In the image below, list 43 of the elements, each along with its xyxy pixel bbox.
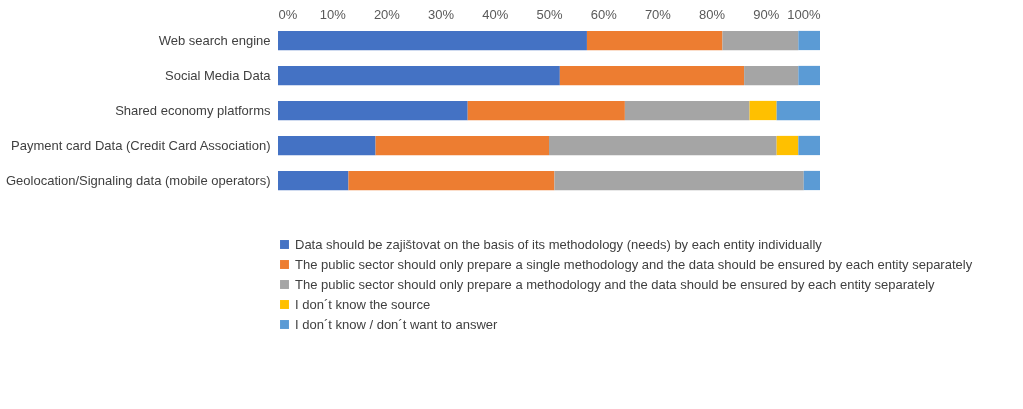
x-tick-label: 80% [699, 6, 726, 22]
bar [278, 135, 376, 156]
bar [776, 135, 799, 156]
bar [776, 100, 820, 121]
bar [278, 30, 587, 51]
bar [749, 100, 777, 121]
legend-label: The public sector should only prepare a single methodology and the data should be ensured by each entity separately [295, 256, 973, 272]
bar [798, 135, 820, 156]
x-tick-label: 50% [536, 6, 563, 22]
bar [803, 170, 820, 191]
bar [624, 100, 750, 121]
legend-label: I don´t know the source [295, 296, 431, 312]
y-tick-label: Geolocation/Signaling data (mobile operators) [6, 172, 271, 188]
bar [278, 65, 560, 86]
bar [375, 135, 549, 156]
bar [798, 65, 820, 86]
x-tick-label: 40% [482, 6, 509, 22]
bar [559, 65, 745, 86]
bar [744, 65, 799, 86]
y-tick-label: Payment card Data (Credit Card Association) [11, 137, 271, 153]
x-tick-label: 30% [428, 6, 455, 22]
x-tick-label: 10% [319, 6, 347, 22]
bar [467, 100, 625, 121]
bar [278, 100, 468, 121]
bar [798, 30, 820, 51]
bar [586, 30, 723, 51]
bar [549, 135, 777, 156]
legend-label: I don´t know / don´t want to answer [295, 316, 498, 332]
legend-label: The public sector should only prepare a methodology and the data should be ensured by each entity separately [295, 276, 936, 292]
x-tick-label: 20% [373, 6, 401, 22]
bar [348, 170, 555, 191]
y-tick-label: Social Media Data [165, 67, 272, 83]
y-tick-label: Web search engine [158, 32, 271, 48]
bar [278, 170, 349, 191]
bar [554, 170, 804, 191]
bar [722, 30, 799, 51]
x-tick-label: 0% [278, 6, 298, 22]
x-tick-label: 100% [787, 6, 821, 22]
x-tick-label: 70% [644, 6, 672, 22]
x-tick-label: 60% [590, 6, 618, 22]
x-tick-label: 90% [753, 6, 780, 22]
legend-label: Data should be zajištovat on the basis of its methodology (needs) by each entity individually [295, 236, 823, 252]
y-tick-label: Shared economy platforms [115, 102, 271, 118]
